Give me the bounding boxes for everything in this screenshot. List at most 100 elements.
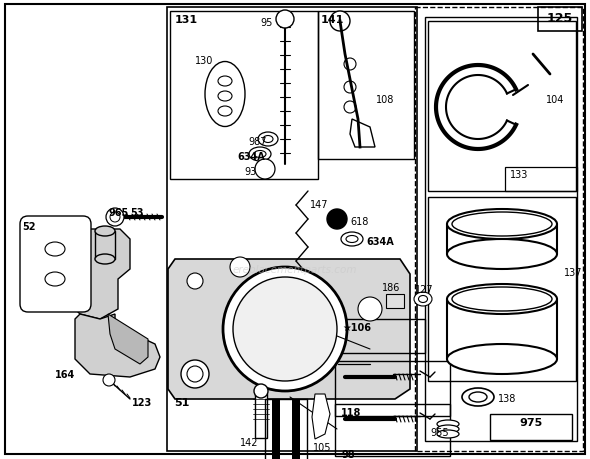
Text: 142: 142	[240, 437, 258, 447]
Circle shape	[110, 213, 120, 223]
Text: ★106: ★106	[342, 322, 371, 332]
Ellipse shape	[414, 292, 432, 306]
Circle shape	[223, 268, 347, 391]
Ellipse shape	[452, 242, 552, 266]
Ellipse shape	[447, 285, 557, 314]
Text: 53: 53	[130, 207, 143, 218]
Text: 108: 108	[376, 95, 394, 105]
Ellipse shape	[218, 92, 232, 102]
Ellipse shape	[218, 77, 232, 87]
Bar	[335, 361, 450, 416]
Bar	[292, 399, 300, 459]
Text: 634A: 634A	[237, 151, 265, 162]
Bar	[428, 22, 576, 191]
Polygon shape	[350, 120, 375, 148]
Circle shape	[358, 297, 382, 321]
Text: 95: 95	[260, 18, 273, 28]
Circle shape	[330, 12, 350, 32]
Text: 138: 138	[498, 393, 516, 403]
Ellipse shape	[437, 430, 459, 438]
Bar	[425, 18, 577, 441]
Ellipse shape	[341, 233, 363, 246]
Ellipse shape	[452, 213, 552, 236]
Bar	[505, 168, 577, 191]
Text: 104: 104	[546, 95, 565, 105]
FancyBboxPatch shape	[20, 217, 91, 312]
Bar	[272, 399, 280, 459]
Ellipse shape	[45, 242, 65, 257]
Circle shape	[327, 210, 347, 230]
Ellipse shape	[437, 420, 459, 428]
Circle shape	[254, 384, 268, 398]
Text: 141: 141	[321, 15, 345, 25]
Polygon shape	[108, 314, 148, 364]
Ellipse shape	[346, 236, 358, 243]
Bar	[386, 294, 404, 308]
Text: 131: 131	[175, 15, 198, 25]
Bar	[428, 197, 576, 381]
Text: 133: 133	[510, 170, 529, 179]
Bar	[170, 12, 318, 179]
Circle shape	[255, 160, 275, 179]
Ellipse shape	[45, 272, 65, 286]
Text: 975: 975	[519, 417, 543, 427]
Text: 130: 130	[195, 56, 214, 66]
Bar	[255, 393, 267, 438]
Ellipse shape	[205, 62, 245, 127]
Bar	[538, 8, 582, 32]
Text: 105: 105	[313, 442, 332, 452]
Text: 123: 123	[132, 397, 152, 407]
Ellipse shape	[95, 226, 115, 236]
Circle shape	[344, 102, 356, 114]
Ellipse shape	[469, 392, 487, 402]
Bar	[415, 8, 583, 451]
Circle shape	[106, 208, 124, 226]
Text: 98: 98	[341, 449, 355, 459]
Text: 127: 127	[415, 285, 434, 294]
Ellipse shape	[452, 347, 552, 371]
Text: 137: 137	[564, 268, 582, 277]
Polygon shape	[70, 230, 130, 319]
Polygon shape	[168, 259, 410, 399]
Circle shape	[344, 59, 356, 71]
Ellipse shape	[447, 210, 557, 240]
Text: ereplacementparts.com: ereplacementparts.com	[232, 264, 358, 274]
Ellipse shape	[258, 133, 278, 147]
Polygon shape	[75, 314, 160, 377]
Text: 186: 186	[382, 282, 401, 292]
Text: 618: 618	[350, 217, 368, 226]
Ellipse shape	[437, 425, 459, 433]
Ellipse shape	[249, 148, 271, 162]
Circle shape	[187, 366, 203, 382]
Bar	[335, 404, 450, 456]
Circle shape	[181, 360, 209, 388]
Ellipse shape	[447, 240, 557, 269]
Circle shape	[233, 277, 337, 381]
Text: 51: 51	[174, 397, 189, 407]
Circle shape	[276, 11, 294, 29]
Ellipse shape	[95, 254, 115, 264]
Bar	[490, 414, 572, 440]
Ellipse shape	[254, 151, 266, 158]
Circle shape	[103, 374, 115, 386]
Ellipse shape	[218, 107, 232, 117]
Bar	[335, 319, 425, 353]
Text: 147: 147	[310, 200, 329, 210]
Ellipse shape	[462, 388, 494, 406]
Bar	[167, 8, 417, 451]
Text: 987: 987	[248, 137, 267, 147]
Text: 118: 118	[341, 407, 361, 417]
Ellipse shape	[263, 136, 273, 143]
Text: 125: 125	[547, 12, 573, 25]
Text: 164: 164	[55, 369, 76, 379]
Text: 965: 965	[108, 207, 128, 218]
Text: 634A: 634A	[366, 236, 394, 246]
Circle shape	[187, 274, 203, 289]
Text: 93: 93	[244, 167, 256, 177]
Ellipse shape	[447, 344, 557, 374]
Text: 52: 52	[22, 222, 35, 231]
Polygon shape	[312, 394, 330, 439]
Circle shape	[344, 82, 356, 94]
Ellipse shape	[452, 287, 552, 311]
Circle shape	[230, 257, 250, 277]
